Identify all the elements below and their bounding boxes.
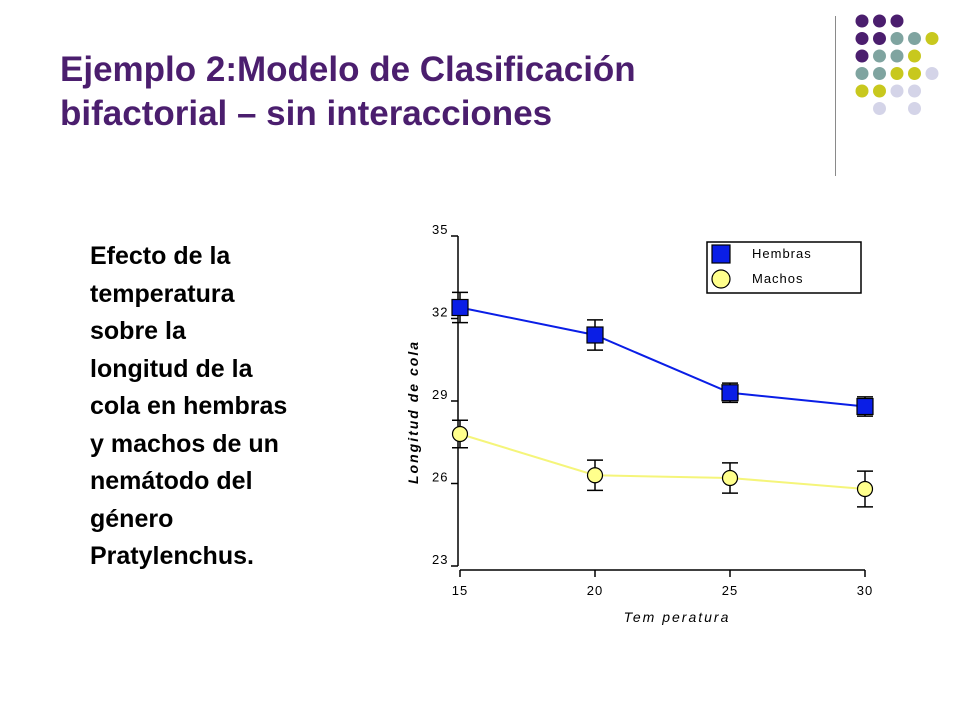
description-line: Pratylenchus. bbox=[90, 542, 254, 570]
y-tick-label: 29 bbox=[432, 387, 448, 402]
y-tick-label: 35 bbox=[432, 222, 448, 237]
x-tick-label: 20 bbox=[587, 583, 603, 598]
series-machos bbox=[451, 419, 874, 508]
y-tick-label: 32 bbox=[432, 305, 448, 320]
y-tick-label: 26 bbox=[432, 470, 448, 485]
series-line-machos bbox=[459, 433, 866, 490]
data-point-hembras bbox=[586, 326, 604, 344]
x-tick-label: 15 bbox=[452, 583, 468, 598]
description-line: nemátodo del bbox=[90, 467, 253, 495]
x-axis-title: Tem peratura bbox=[624, 609, 731, 625]
data-point-machos bbox=[856, 480, 874, 498]
data-point-machos bbox=[586, 467, 604, 484]
description-line: temperatura bbox=[90, 279, 235, 308]
x-tick-label: 30 bbox=[857, 583, 873, 598]
legend-marker-machos bbox=[711, 269, 731, 289]
series-hembras bbox=[451, 291, 874, 417]
description-line: género bbox=[90, 504, 174, 533]
data-point-hembras bbox=[856, 397, 874, 416]
data-point-machos bbox=[451, 425, 469, 443]
x-tick-label: 25 bbox=[722, 583, 738, 598]
description-line: cola en hembras bbox=[90, 392, 288, 420]
legend-marker-hembras bbox=[711, 244, 731, 264]
description-line: Efecto de la bbox=[90, 242, 231, 270]
slide-title-line-1: Ejemplo 2:Modelo de Clasificación bbox=[60, 50, 636, 89]
series-line-hembras bbox=[459, 306, 866, 408]
y-tick-label: 23 bbox=[432, 552, 448, 567]
slide-title-line-2: bifactorial – sin interacciones bbox=[60, 94, 553, 133]
legend-label-hembras: Hembras bbox=[752, 246, 812, 261]
data-point-hembras bbox=[721, 384, 739, 402]
legend-label-machos: Machos bbox=[752, 271, 804, 286]
chart-legend: Hembras Machos bbox=[706, 241, 862, 294]
description-line: y machos de un bbox=[90, 429, 279, 458]
decorative-divider bbox=[835, 16, 836, 176]
data-point-machos bbox=[721, 469, 739, 487]
chart-description: Efecto de la temperatura sobre la longit… bbox=[90, 238, 360, 576]
description-line: longitud de la bbox=[90, 354, 253, 383]
data-point-hembras bbox=[451, 298, 469, 317]
description-line: sobre la bbox=[90, 317, 186, 345]
legend-box bbox=[706, 241, 862, 294]
y-axis-title: Longitud de cola bbox=[405, 340, 421, 484]
slide-title: Ejemplo 2:Modelo de Clasificación bifact… bbox=[60, 48, 760, 136]
